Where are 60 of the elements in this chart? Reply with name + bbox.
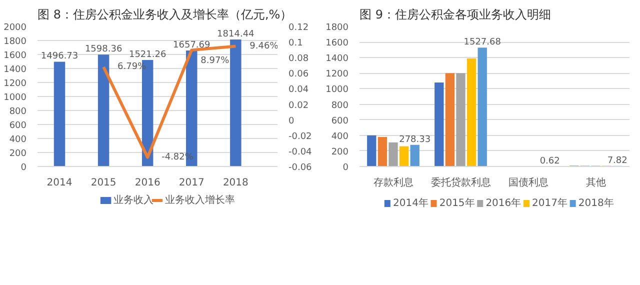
y2-tick-label: 0.1 — [288, 38, 303, 49]
y2-tick-label: 0.08 — [288, 54, 309, 64]
y-tick-label: 1400 — [326, 54, 349, 64]
data-label: 8.97% — [200, 56, 230, 66]
y-tick-label: 1600 — [4, 51, 27, 61]
data-label: 1814.44 — [217, 29, 255, 40]
y-tick-label: 0 — [342, 163, 349, 173]
chart-title: 图 8：住房公积金业务收入及增长率（亿元,%） — [38, 8, 292, 22]
data-label: 1496.73 — [40, 52, 78, 62]
x-tick-label: 其他 — [586, 176, 606, 188]
chart-title: 图 9：住房公积金各项业务收入明细 — [360, 8, 551, 22]
legend-label: 2017年 — [532, 197, 568, 209]
data-label: 0.62 — [540, 156, 560, 166]
legend-label: 2014年 — [392, 197, 428, 209]
data-label: 278.33 — [399, 134, 431, 145]
y-tick-label: 200 — [9, 149, 27, 159]
y-tick-label: 1800 — [326, 23, 349, 33]
x-tick-label: 国债利息 — [508, 176, 548, 188]
data-label: 7.82 — [607, 156, 628, 166]
y-tick-label: 2000 — [4, 23, 27, 33]
legend-label: 2015年 — [439, 197, 475, 209]
y2-tick-label: 0.04 — [288, 85, 309, 96]
x-tick-label: 2016 — [134, 178, 160, 188]
y2-tick-label: -0.02 — [288, 132, 312, 142]
y-tick-label: 1200 — [326, 70, 349, 80]
y-tick-label: 0 — [20, 163, 27, 173]
x-tick-label: 委托贷款利息 — [430, 176, 491, 188]
y-tick-label: 1000 — [4, 93, 27, 103]
y-tick-label: 200 — [331, 147, 349, 158]
legend-label: 业务收入 — [113, 194, 154, 206]
data-label: 1598.36 — [84, 44, 122, 55]
legend-label: 业务收入增长率 — [164, 194, 235, 206]
x-tick-label: 2014 — [46, 178, 72, 188]
y-tick-label: 1000 — [326, 85, 349, 96]
y-tick-label: 800 — [9, 107, 27, 117]
y2-tick-label: 0.12 — [288, 23, 309, 33]
x-tick-label: 2018 — [222, 178, 248, 188]
x-tick-label: 2017 — [178, 178, 204, 188]
data-label: 1657.69 — [173, 40, 211, 50]
legend-label: 2018年 — [578, 197, 614, 209]
y2-tick-label: -0.06 — [288, 163, 312, 173]
y-tick-label: 600 — [331, 116, 349, 126]
y2-tick-label: -0.04 — [288, 147, 312, 158]
data-label: 1527.68 — [464, 38, 502, 48]
x-tick-label: 存款利息 — [373, 176, 414, 188]
y2-tick-label: 0 — [288, 116, 294, 126]
y-tick-label: 400 — [9, 135, 27, 145]
legend-label: 2016年 — [486, 197, 522, 209]
y-tick-label: 1600 — [326, 38, 349, 49]
y2-tick-label: 0.02 — [288, 100, 309, 111]
y-tick-label: 1800 — [4, 37, 27, 47]
y-tick-label: 1200 — [4, 79, 27, 89]
y-tick-label: 800 — [331, 100, 349, 111]
x-tick-label: 2015 — [90, 178, 116, 188]
data-label: 1521.26 — [128, 50, 166, 60]
y2-tick-label: 0.06 — [288, 70, 309, 80]
y-tick-label: 600 — [9, 121, 27, 131]
y-tick-label: 400 — [331, 132, 349, 142]
data-label: 9.46% — [250, 41, 279, 52]
y-tick-label: 1400 — [4, 65, 27, 75]
